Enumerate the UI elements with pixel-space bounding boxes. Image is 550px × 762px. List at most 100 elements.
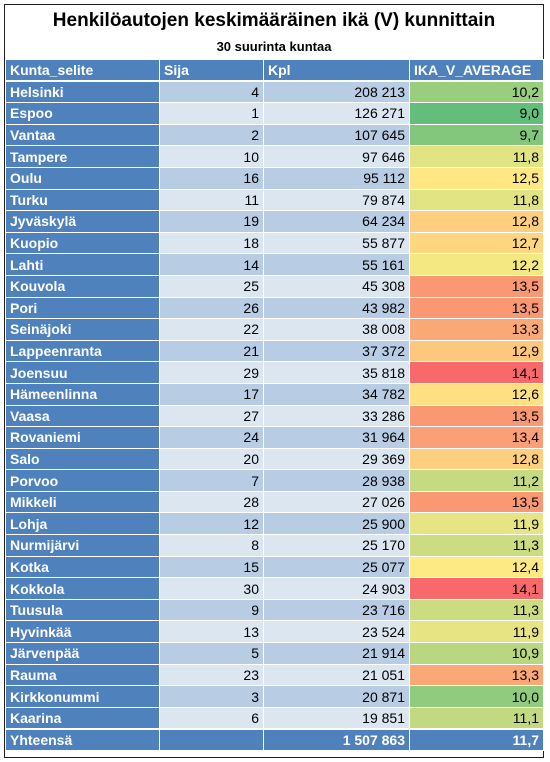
cell-sija: 3 [159, 685, 264, 708]
cell-kunta: Vantaa [5, 123, 160, 147]
column-header-ika-average[interactable]: IKA_V_AVERAGE [409, 59, 544, 83]
spreadsheet-table: Henkilöautojen keskimääräinen ikä (V) ku… [4, 4, 544, 758]
cell-ika-average: 14,1 [409, 577, 544, 600]
cell-kpl: 107 645 [263, 123, 410, 147]
cell-ika-average: 11,9 [409, 512, 544, 536]
cell-ika-average: 13,3 [409, 318, 544, 341]
cell-sija: 17 [159, 382, 264, 406]
cell-ika-average: 12,4 [409, 555, 544, 579]
cell-sija: 12 [159, 512, 264, 536]
cell-sija: 10 [159, 145, 264, 168]
cell-kunta: Kirkkonummi [5, 685, 160, 708]
cell-sija: 22 [159, 318, 264, 341]
cell-kpl: 37 372 [263, 339, 410, 363]
table-row: Vaasa 27 33 286 13,5 [5, 404, 544, 428]
table-row: Rovaniemi 24 31 964 13,4 [5, 426, 544, 449]
cell-ika-average: 12,8 [409, 447, 544, 471]
cell-ika-average: 10,0 [409, 685, 544, 708]
cell-kunta: Turku [5, 188, 160, 212]
table-row: Tuusula 9 23 716 11,3 [5, 598, 544, 622]
table-row: Turku 11 79 874 11,8 [5, 188, 544, 212]
cell-ika-average: 12,2 [409, 253, 544, 276]
cell-sija: 23 [159, 663, 264, 687]
cell-ika-average: 13,5 [409, 490, 544, 514]
cell-sija: 29 [159, 361, 264, 384]
table-row: Rauma 23 21 051 13,3 [5, 663, 544, 687]
table-row: Porvoo 7 28 938 11,2 [5, 469, 544, 492]
cell-sija: 20 [159, 447, 264, 471]
cell-sija: 1 [159, 102, 264, 125]
cell-kpl: 23 524 [263, 620, 410, 644]
cell-kunta: Seinäjoki [5, 318, 160, 341]
cell-kpl: 79 874 [263, 188, 410, 212]
cell-sija: 30 [159, 577, 264, 600]
cell-ika-average: 11,2 [409, 469, 544, 492]
table-row: Kotka 15 25 077 12,4 [5, 555, 544, 579]
cell-sija: 4 [159, 80, 264, 104]
cell-kunta: Pori [5, 296, 160, 320]
column-header-kunta[interactable]: Kunta_selite [5, 59, 160, 83]
cell-ika-average: 11,1 [409, 706, 544, 730]
cell-kpl: 43 982 [263, 296, 410, 320]
cell-kpl: 45 308 [263, 274, 410, 298]
cell-kpl: 34 782 [263, 382, 410, 406]
table-row: Helsinki 4 208 213 10,2 [5, 80, 544, 104]
cell-kunta: Helsinki [5, 80, 160, 104]
table-body: Helsinki 4 208 213 10,2 Espoo 1 126 271 9,0 Vant… [5, 80, 544, 730]
header-row: Kunta_selite Sija Kpl IKA_V_AVERAGE [5, 59, 544, 83]
cell-sija: 7 [159, 469, 264, 492]
column-header-sija[interactable]: Sija [159, 59, 264, 83]
cell-kpl: 126 271 [263, 102, 410, 125]
cell-kpl: 55 877 [263, 231, 410, 255]
cell-kunta: Vaasa [5, 404, 160, 428]
cell-ika-average: 11,8 [409, 188, 544, 212]
cell-ika-average: 10,9 [409, 642, 544, 665]
cell-ika-average: 12,5 [409, 166, 544, 190]
cell-kunta: Kuopio [5, 231, 160, 255]
cell-kpl: 21 051 [263, 663, 410, 687]
column-header-kpl[interactable]: Kpl [263, 59, 410, 83]
cell-sija: 26 [159, 296, 264, 320]
table-row: Joensuu 29 35 818 14,1 [5, 361, 544, 384]
cell-sija: 14 [159, 253, 264, 276]
cell-kpl: 27 026 [263, 490, 410, 514]
cell-sija: 16 [159, 166, 264, 190]
cell-ika-average: 14,1 [409, 361, 544, 384]
cell-ika-average: 9,7 [409, 123, 544, 147]
cell-kpl: 31 964 [263, 426, 410, 449]
cell-sija: 5 [159, 642, 264, 665]
cell-kpl: 24 903 [263, 577, 410, 600]
table-row: Kouvola 25 45 308 13,5 [5, 274, 544, 298]
cell-kunta: Tampere [5, 145, 160, 168]
table-row: Lohja 12 25 900 11,9 [5, 512, 544, 536]
cell-kunta: Salo [5, 447, 160, 471]
cell-kunta: Mikkeli [5, 490, 160, 514]
cell-kunta: Joensuu [5, 361, 160, 384]
cell-ika-average: 13,4 [409, 426, 544, 449]
cell-sija: 13 [159, 620, 264, 644]
table-row: Mikkeli 28 27 026 13,5 [5, 490, 544, 514]
cell-kpl: 38 008 [263, 318, 410, 341]
cell-ika-average: 11,9 [409, 620, 544, 644]
cell-sija: 8 [159, 534, 264, 557]
cell-sija: 27 [159, 404, 264, 428]
total-average: 11,7 [409, 727, 544, 751]
cell-ika-average: 13,3 [409, 663, 544, 687]
table-row: Nurmijärvi 8 25 170 11,3 [5, 534, 544, 557]
cell-kunta: Espoo [5, 102, 160, 125]
cell-ika-average: 11,3 [409, 598, 544, 622]
cell-kunta: Rauma [5, 663, 160, 687]
cell-kunta: Porvoo [5, 469, 160, 492]
cell-sija: 6 [159, 706, 264, 730]
page-title: Henkilöautojen keskimääräinen ikä (V) ku… [52, 10, 496, 31]
cell-ika-average: 12,8 [409, 210, 544, 233]
cell-kunta: Lahti [5, 253, 160, 276]
cell-kunta: Kaarina [5, 706, 160, 730]
cell-kpl: 20 871 [263, 685, 410, 708]
table-row: Jyväskylä 19 64 234 12,8 [5, 210, 544, 233]
table-row: Espoo 1 126 271 9,0 [5, 102, 544, 125]
table-row: Lahti 14 55 161 12,2 [5, 253, 544, 276]
table-row: Pori 26 43 982 13,5 [5, 296, 544, 320]
cell-sija: 9 [159, 598, 264, 622]
page-subtitle: 30 suurinta kuntaa [216, 39, 332, 54]
